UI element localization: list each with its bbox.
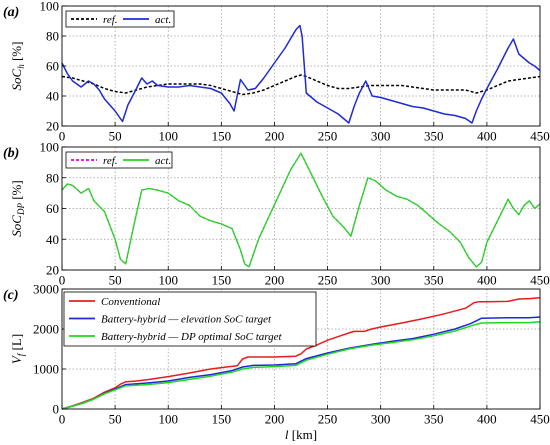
x-tick-label: 350 (424, 273, 444, 288)
legend-label: Battery-hybrid — elevation SoC target (101, 314, 272, 326)
x-tick-label: 400 (477, 412, 497, 427)
y-axis-label: Vf [L] (9, 334, 26, 364)
y-tick-label: 2000 (33, 322, 59, 337)
x-tick-label: 250 (318, 412, 338, 427)
legend: ref. act. (65, 151, 173, 169)
x-tick-label: 0 (59, 412, 66, 427)
x-tick-label: 350 (424, 129, 444, 144)
y-axis-label: SoCh [%] (9, 42, 26, 91)
x-tick-label: 300 (371, 412, 391, 427)
y-tick-label: 3000 (33, 282, 59, 297)
x-tick-label: 0 (59, 129, 66, 144)
y-tick-label: 20 (46, 263, 59, 278)
panel-2: 0 50 100 150 200 250 300 350 400 450 20 40 60 80 100 So… (3, 140, 550, 288)
x-tick-label: 200 (265, 273, 285, 288)
x-tick-label: 100 (158, 273, 178, 288)
legend-label: ref. (103, 155, 118, 167)
y-tick-label: 80 (46, 29, 59, 44)
x-tick-label: 0 (59, 273, 66, 288)
x-tick-label: 50 (109, 412, 122, 427)
y-tick-label: 60 (46, 59, 59, 74)
panel-1: 0 50 100 150 200 250 300 350 400 450 20 40 60 80 100 So… (3, 0, 550, 144)
x-tick-label: 300 (371, 273, 391, 288)
x-tick-label: 200 (265, 412, 285, 427)
x-tick-label: 150 (212, 129, 232, 144)
plot-frame (61, 288, 541, 410)
y-tick-label: 100 (40, 0, 60, 14)
x-tick-label: 150 (212, 273, 232, 288)
series-line-3-1 (61, 297, 541, 410)
x-tick-label: 200 (265, 129, 285, 144)
y-tick-label: 1000 (33, 362, 59, 377)
y-tick-label: 80 (46, 170, 59, 185)
x-tick-label: 450 (530, 129, 550, 144)
series-line-2-2 (61, 152, 541, 268)
grid (62, 147, 540, 270)
x-axis-label: l [km] (285, 427, 317, 442)
y-tick-label: 20 (46, 119, 59, 134)
x-tick-label: 250 (318, 129, 338, 144)
x-tick-label: 450 (530, 412, 550, 427)
x-tick-label: 150 (212, 412, 232, 427)
x-tick-label: 400 (477, 129, 497, 144)
panel-label: (b) (3, 146, 19, 161)
x-tick-label: 50 (109, 129, 122, 144)
legend-box (63, 291, 317, 347)
grid (62, 6, 540, 126)
panel-label: (a) (3, 5, 19, 20)
y-tick-label: 40 (46, 89, 59, 104)
x-tick-label: 250 (318, 273, 338, 288)
y-axis-label: SoCDP [%] (9, 180, 26, 236)
legend-label: Conventional (101, 296, 160, 308)
series-line-1-2 (61, 24, 541, 124)
legend: Conventional Battery-hybrid — elevation S… (63, 291, 317, 347)
y-tick-label: 0 (53, 402, 60, 417)
y-tick-label: 60 (46, 201, 59, 216)
x-tick-label: 300 (371, 129, 391, 144)
x-tick-label: 100 (158, 129, 178, 144)
series-line-3-3 (61, 321, 541, 410)
y-tick-label: 100 (40, 140, 60, 155)
legend-label: ref. (103, 14, 118, 26)
series-line-1-1 (61, 74, 541, 96)
x-tick-label: 450 (530, 273, 550, 288)
panel-label: (c) (3, 288, 19, 303)
legend-label: act. (155, 14, 171, 26)
x-tick-label: 100 (158, 412, 178, 427)
legend-label: Battery-hybrid — DP optimal SoC target (101, 331, 283, 343)
panel-3: 0 50 100 150 200 250 300 350 400 450 0 1000 2000 3000… (3, 282, 550, 443)
legend-label: act. (155, 155, 171, 167)
y-tick-label: 40 (46, 232, 59, 247)
x-tick-label: 350 (424, 412, 444, 427)
legend: ref. act. (65, 10, 175, 28)
x-tick-label: 400 (477, 273, 497, 288)
legend-box (65, 10, 175, 28)
x-tick-label: 50 (109, 273, 122, 288)
legend-box (65, 151, 173, 169)
